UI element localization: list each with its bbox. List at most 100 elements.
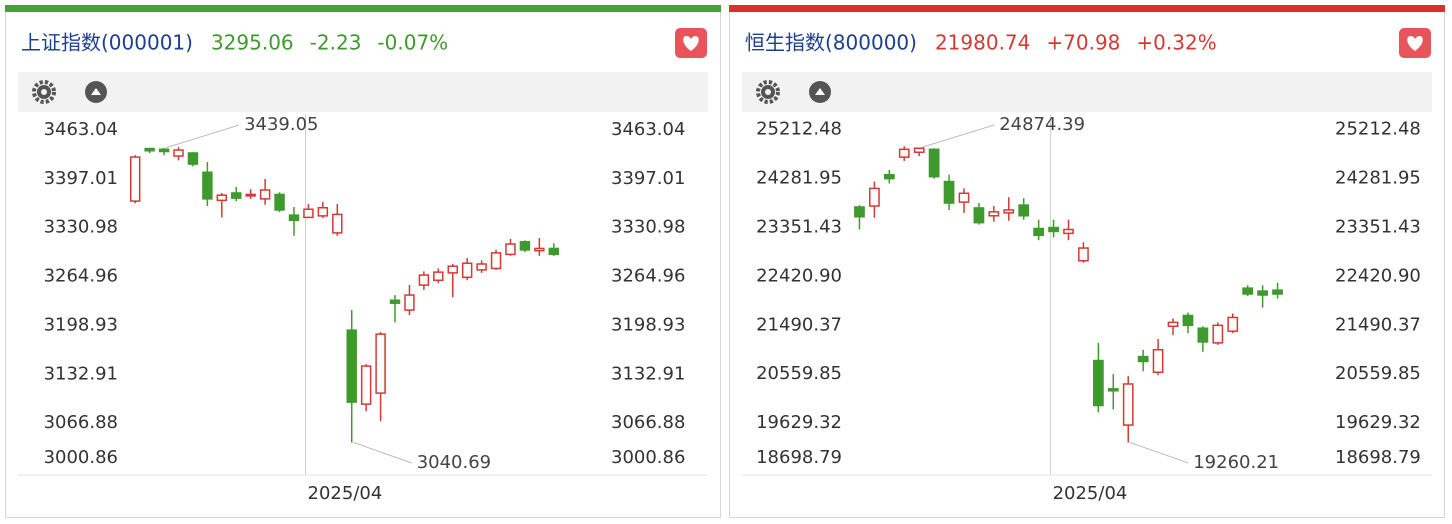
gear-teeth xyxy=(32,80,56,104)
candle-body xyxy=(1018,204,1030,217)
y-tick-label-left: 3264.96 xyxy=(44,266,118,287)
candle-body xyxy=(245,193,256,197)
y-tick-label-left: 24281.95 xyxy=(756,168,842,189)
candle-body xyxy=(1092,359,1104,407)
toolbar xyxy=(18,72,708,112)
y-tick-label-left: 3000.86 xyxy=(44,447,118,468)
candle-body xyxy=(418,274,430,286)
candle-body xyxy=(346,329,357,403)
candle-body xyxy=(869,187,880,207)
candle-body xyxy=(144,147,155,152)
candle-body xyxy=(231,192,242,199)
accent-bar xyxy=(729,5,1445,12)
settings-button[interactable] xyxy=(32,80,56,104)
y-tick-label-left: 3132.91 xyxy=(44,363,118,384)
quote-change-pct: -0.07% xyxy=(377,31,448,55)
favorite-button[interactable] xyxy=(675,28,707,58)
y-tick-label-right: 3000.86 xyxy=(611,447,685,468)
y-tick-label-right: 22420.90 xyxy=(1335,265,1421,286)
candle-body xyxy=(1137,355,1149,363)
chart-panel: 上证指数(000001) 3295.06 -2.23 -0.07% 3463.04 346… xyxy=(5,5,721,518)
candle-body xyxy=(1078,247,1089,262)
collapse-button[interactable] xyxy=(85,81,107,103)
candle-body xyxy=(854,206,865,218)
collapse-button[interactable] xyxy=(809,81,831,103)
x-tick-label: 2025/04 xyxy=(1053,483,1128,504)
candle-body xyxy=(360,365,372,405)
quote-change: +70.98 xyxy=(1046,31,1120,55)
y-tick-label-left: 22420.90 xyxy=(756,265,842,286)
candle-body xyxy=(303,208,314,219)
candle-body xyxy=(534,247,545,252)
candle-body xyxy=(1197,327,1209,343)
x-tick-label: 2025/04 xyxy=(308,483,383,504)
candle-body xyxy=(505,243,516,256)
candle-body xyxy=(389,299,401,304)
candle-body xyxy=(913,147,925,153)
candle-body xyxy=(158,148,170,153)
y-tick-label-right: 3132.91 xyxy=(611,363,685,384)
candle-body xyxy=(1212,324,1224,344)
candle-body xyxy=(1122,383,1134,426)
candle-body xyxy=(883,173,895,180)
annotation-leader xyxy=(353,442,412,464)
y-tick-label-right: 3066.88 xyxy=(611,412,685,433)
candle-body xyxy=(1257,290,1268,296)
collapse-arrow xyxy=(91,88,101,95)
y-tick-label-right: 21490.37 xyxy=(1335,314,1421,335)
y-tick-label-left: 3066.88 xyxy=(44,412,118,433)
y-tick-label-right: 3198.93 xyxy=(611,314,685,335)
y-tick-label-left: 3463.04 xyxy=(44,119,118,140)
high-annotation: 24874.39 xyxy=(999,114,1085,135)
candle-body xyxy=(973,207,985,224)
quote-price: 21980.74 xyxy=(935,31,1030,55)
annotation-leader xyxy=(921,124,995,148)
annotation-leader xyxy=(165,124,240,149)
candle-body xyxy=(1063,228,1074,235)
y-tick-label-left: 25212.48 xyxy=(756,119,842,140)
candle-body xyxy=(433,271,444,282)
candle-body xyxy=(259,189,271,200)
candle-body xyxy=(187,152,199,165)
y-tick-label-left: 23351.43 xyxy=(756,217,842,238)
candle-body xyxy=(898,148,910,158)
candle-body xyxy=(375,333,386,394)
y-tick-label-right: 23351.43 xyxy=(1335,217,1421,238)
quote-price: 3295.06 xyxy=(211,31,294,55)
candle-body xyxy=(548,247,560,256)
toolbar xyxy=(742,72,1432,112)
collapse-arrow xyxy=(815,88,825,95)
candle-body xyxy=(943,180,955,204)
candle-body xyxy=(173,149,184,157)
y-tick-label-right: 3264.96 xyxy=(611,266,685,287)
y-tick-label-left: 3198.93 xyxy=(44,314,118,335)
favorite-button[interactable] xyxy=(1399,28,1431,58)
y-tick-label-left: 18698.79 xyxy=(756,447,842,468)
candle-body xyxy=(332,213,343,234)
candle-body xyxy=(288,214,300,222)
candle-body xyxy=(461,262,473,279)
accent-bar xyxy=(5,5,721,12)
candle-body xyxy=(519,241,531,251)
y-tick-label-right: 18698.79 xyxy=(1335,447,1421,468)
y-tick-label-right: 20559.85 xyxy=(1335,363,1421,384)
candle-body xyxy=(1003,209,1015,214)
y-tick-label-right: 24281.95 xyxy=(1335,168,1421,189)
candle-body xyxy=(1272,289,1283,295)
candle-body xyxy=(1107,388,1119,392)
low-annotation: 19260.21 xyxy=(1193,452,1279,473)
candle-body xyxy=(317,207,329,217)
heart-icon xyxy=(683,36,699,51)
candle-body xyxy=(1167,321,1179,328)
y-tick-label-left: 3330.98 xyxy=(44,217,118,238)
candle-body xyxy=(1152,349,1164,374)
y-tick-label-right: 3397.01 xyxy=(611,168,685,189)
y-tick-label-right: 19629.32 xyxy=(1335,412,1421,433)
settings-button[interactable] xyxy=(756,80,780,104)
index-title: 上证指数(000001) xyxy=(21,31,193,55)
candle-body xyxy=(447,265,458,274)
index-title: 恒生指数(800000) xyxy=(745,31,917,55)
high-annotation: 3439.05 xyxy=(244,114,318,135)
